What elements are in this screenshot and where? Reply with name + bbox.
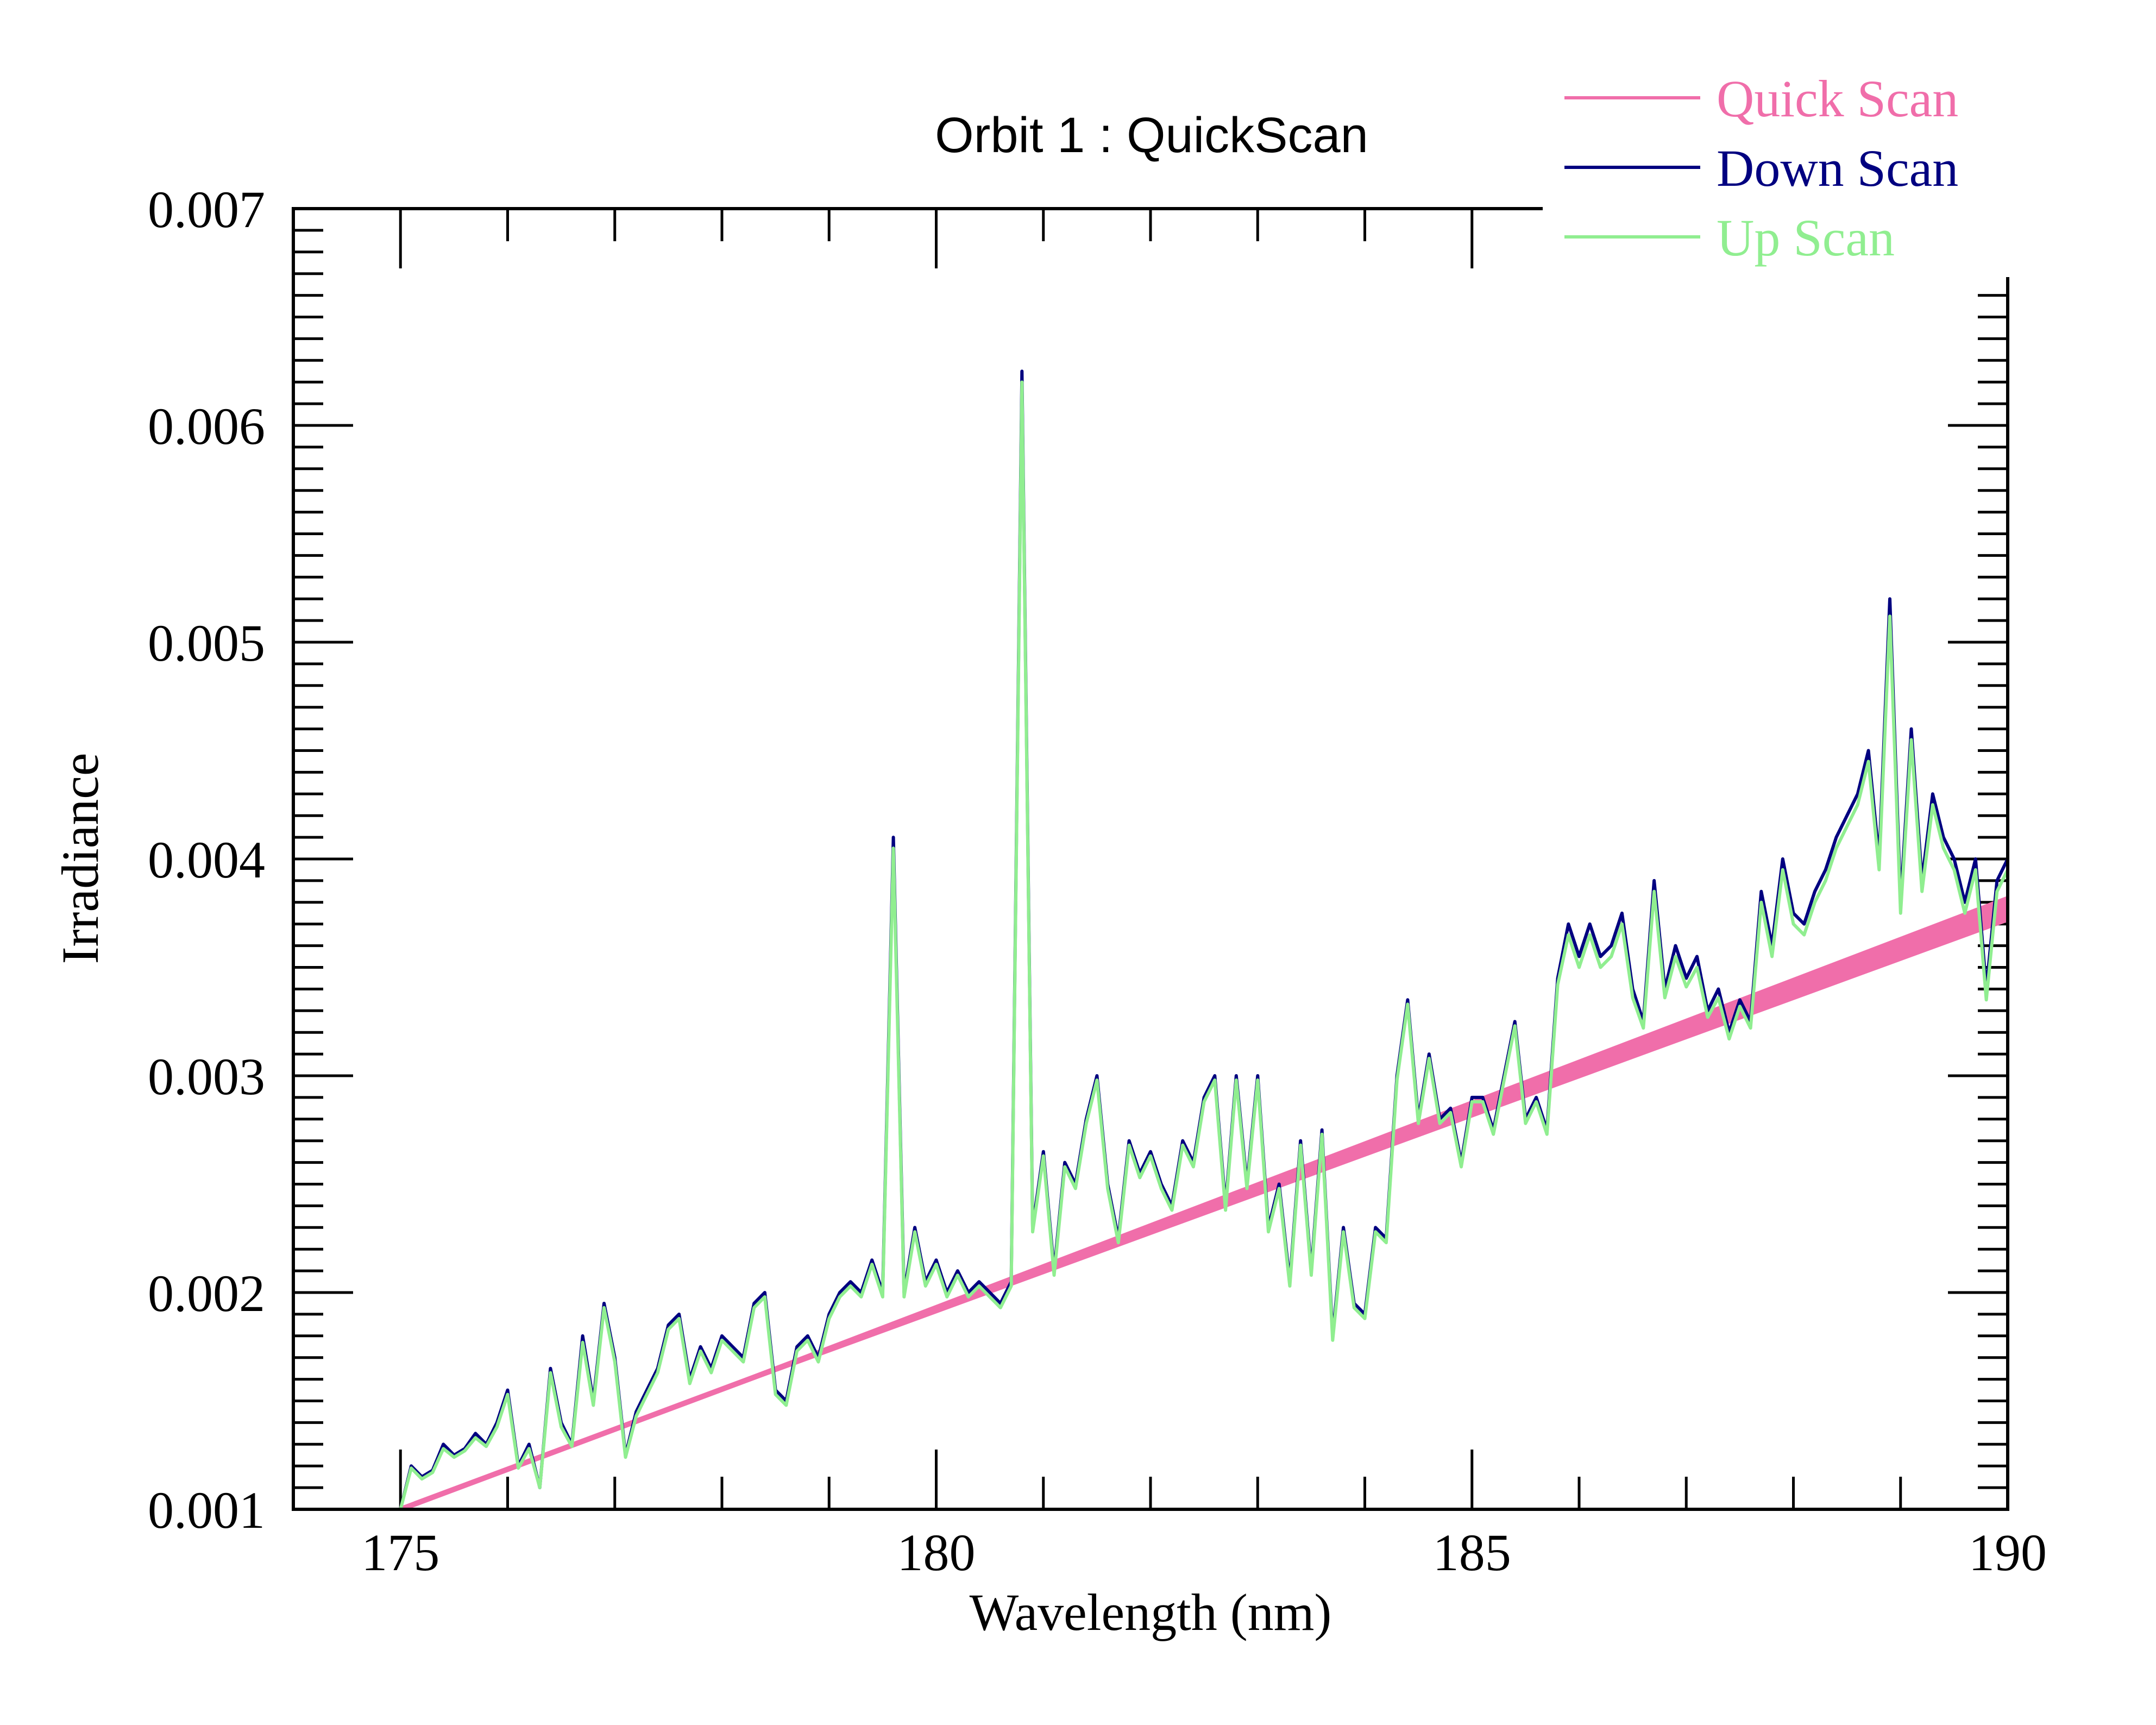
x-axis-label: Wavelength (nm) — [970, 1583, 1332, 1641]
down-scan-line — [399, 369, 2008, 1509]
y-tick-label: 0.005 — [148, 614, 265, 672]
y-tick-label: 0.001 — [148, 1481, 265, 1539]
x-tick-label: 180 — [897, 1523, 976, 1582]
y-axis-label: Irradiance — [51, 752, 109, 964]
x-tick-label: 175 — [361, 1523, 439, 1582]
y-tick-label: 0.002 — [148, 1264, 265, 1322]
legend-background — [1543, 65, 2151, 277]
chart-title: Orbit 1 : QuickScan — [935, 108, 1368, 163]
plot-frame — [292, 207, 2009, 1511]
quick-scan-band — [400, 895, 2008, 1509]
series-lines — [399, 369, 2008, 1509]
x-tick-label: 185 — [1433, 1523, 1511, 1582]
legend-entry: Quick Scan — [1717, 70, 1958, 128]
legend: Quick Scan Down Scan Up Scan — [1543, 65, 2151, 277]
x-tick-label: 190 — [1969, 1523, 2047, 1582]
y-tick-label: 0.006 — [148, 397, 265, 455]
y-tick-labels: 0.001 0.002 0.003 0.004 0.005 0.006 0.007 — [148, 180, 265, 1539]
legend-entry: Up Scan — [1717, 209, 1895, 267]
legend-entry: Down Scan — [1717, 139, 1958, 197]
x-tick-labels: 175 180 185 190 — [361, 1523, 2047, 1582]
y-tick-label: 0.003 — [148, 1047, 265, 1106]
up-scan-line — [399, 380, 2008, 1509]
y-tick-label: 0.007 — [148, 180, 265, 239]
y-tick-label: 0.004 — [148, 831, 265, 889]
